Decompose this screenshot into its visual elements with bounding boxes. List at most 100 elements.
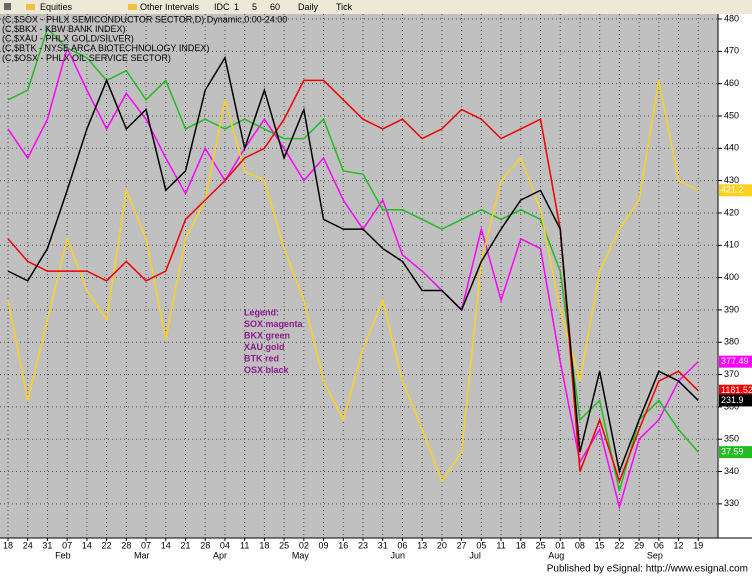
x-tick-label: 07 (62, 540, 72, 550)
toolbar-item[interactable]: 5 (252, 2, 257, 12)
x-tick-label: 01 (555, 540, 565, 550)
folder-icon (26, 4, 35, 10)
x-tick-label: 14 (161, 540, 171, 550)
x-tick-label: 06 (654, 540, 664, 550)
last-value-label: 231.9 (721, 395, 744, 405)
toolbar-item[interactable]: IDC (214, 2, 230, 12)
series-name: (C,$XAU - PHLX GOLD/SILVER) (2, 34, 134, 44)
x-tick-label: 25 (279, 540, 289, 550)
x-tick-label: 15 (595, 540, 605, 550)
x-tick-label: 20 (437, 540, 447, 550)
y-tick-label: 380 (724, 337, 739, 347)
month-label: Mar (134, 550, 150, 560)
y-tick-label: 440 (724, 143, 739, 153)
series-line (7, 79, 699, 484)
x-tick-label: 02 (299, 540, 309, 550)
toolbar-icon (4, 3, 11, 10)
y-tick-label: 430 (724, 175, 739, 185)
y-tick-label: 410 (724, 240, 739, 250)
last-value-box (719, 394, 752, 407)
x-tick-label: 28 (200, 540, 210, 550)
series-line (7, 27, 699, 492)
x-axis-area (0, 538, 752, 562)
y-tick-label: 370 (724, 369, 739, 379)
y-tick-label: 350 (724, 434, 739, 444)
x-tick-label: 19 (693, 540, 703, 550)
footer: Published by eSignal: http://www.esignal… (547, 564, 748, 575)
plot-area (0, 14, 718, 538)
x-tick-label: 31 (42, 540, 52, 550)
x-tick-label: 14 (82, 540, 92, 550)
last-value-box (719, 446, 752, 459)
y-tick-label: 420 (724, 207, 739, 217)
x-tick-label: 05 (476, 540, 486, 550)
x-tick-label: 23 (358, 540, 368, 550)
toolbar (0, 0, 752, 14)
series-line (7, 80, 699, 483)
annotation: Legend: (244, 307, 279, 317)
series-line (7, 45, 699, 510)
x-tick-label: 07 (141, 540, 151, 550)
x-tick-label: 11 (240, 540, 249, 550)
x-tick-label: 08 (575, 540, 585, 550)
month-label: Aug (548, 550, 564, 560)
annotation: OSX black (244, 365, 290, 375)
x-tick-label: 04 (220, 540, 230, 550)
x-tick-label: 06 (397, 540, 407, 550)
toolbar-item[interactable]: 60 (270, 2, 280, 12)
toolbar-item[interactable]: Daily (298, 2, 319, 12)
toolbar-item[interactable]: Other Intervals (140, 2, 200, 12)
x-tick-label: 24 (23, 540, 33, 550)
annotation: BTK red (244, 353, 279, 363)
x-tick-label: 18 (3, 540, 13, 550)
x-tick-label: 18 (259, 540, 269, 550)
series-name: (C,$BTK - NYSE ARCA BIOTECHNOLOGY INDEX) (2, 43, 209, 53)
series-line (7, 55, 699, 475)
folder-icon (128, 4, 137, 10)
last-value-box (719, 355, 752, 368)
annotation: SOX magenta (244, 319, 304, 329)
x-tick-label: 12 (674, 540, 684, 550)
month-label: Jul (469, 550, 481, 560)
y-tick-label: 480 (724, 13, 739, 23)
x-tick-label: 28 (121, 540, 131, 550)
last-value-label: 1181.52 (721, 385, 752, 395)
series-name: (C,$BKX - KBW BANK INDEX) (2, 24, 126, 34)
y-tick-label: 400 (724, 272, 739, 282)
toolbar-item[interactable]: 1 (234, 2, 239, 12)
x-tick-label: 22 (614, 540, 624, 550)
x-tick-label: 18 (516, 540, 526, 550)
x-tick-label: 16 (338, 540, 348, 550)
annotation: XAU gold (244, 342, 285, 352)
month-label: Apr (213, 550, 227, 560)
x-tick-label: 29 (634, 540, 644, 550)
annotation: BKX green (244, 330, 290, 340)
month-label: Jun (390, 550, 405, 560)
last-value-box (719, 184, 752, 197)
y-tick-label: 450 (724, 110, 739, 120)
month-label: May (292, 550, 310, 560)
y-tick-label: 340 (724, 466, 739, 476)
x-tick-label: 13 (417, 540, 427, 550)
x-tick-label: 27 (457, 540, 467, 550)
y-tick-label: 390 (724, 304, 739, 314)
last-value-label: 377.49 (721, 356, 749, 366)
y-tick-label: 470 (724, 46, 739, 56)
month-label: Feb (55, 550, 71, 560)
series-name: (C,$OSX - PHLX OIL SERVICE SECTOR) (2, 53, 171, 63)
y-tick-label: 460 (724, 78, 739, 88)
toolbar-item[interactable]: Tick (336, 2, 353, 12)
x-tick-label: 22 (102, 540, 112, 550)
x-tick-label: 21 (180, 540, 190, 550)
x-tick-label: 25 (535, 540, 545, 550)
last-value-label: 37.59 (721, 447, 744, 457)
toolbar-item[interactable]: Equities (40, 2, 73, 12)
x-tick-label: 31 (378, 540, 388, 550)
x-tick-label: 09 (319, 540, 329, 550)
month-label: Sep (647, 550, 663, 560)
last-value-label: 421.2 (721, 185, 744, 195)
y-tick-label: 330 (724, 498, 739, 508)
series-name: (C,$SOX - PHLX SEMICONDUCTOR SECTOR,D) D… (2, 14, 287, 24)
last-value-box (719, 384, 752, 397)
